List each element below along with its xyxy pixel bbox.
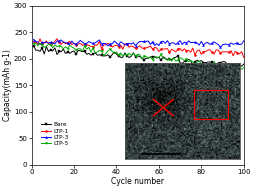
LTP-1 bbox=[227, 51, 230, 54]
LTP-1 bbox=[234, 50, 237, 53]
X-axis label: Cycle number: Cycle number bbox=[111, 177, 164, 186]
LTP-1 bbox=[242, 56, 245, 59]
Bare bbox=[242, 63, 245, 65]
Bare bbox=[81, 51, 84, 53]
Line: Bare: Bare bbox=[33, 45, 245, 67]
LTP-5 bbox=[32, 42, 35, 45]
LTP-3 bbox=[72, 43, 75, 45]
Line: LTP-3: LTP-3 bbox=[33, 39, 245, 48]
LTP-5 bbox=[142, 55, 146, 57]
LTP-1 bbox=[75, 44, 78, 46]
Bare bbox=[32, 45, 35, 47]
LTP-3 bbox=[219, 46, 222, 48]
LTP-1 bbox=[83, 43, 86, 46]
LTP-3 bbox=[242, 40, 245, 42]
Bare bbox=[232, 63, 235, 65]
LTP-5 bbox=[234, 65, 237, 67]
Line: LTP-5: LTP-5 bbox=[33, 42, 245, 70]
Bare bbox=[157, 56, 161, 58]
Bare bbox=[72, 50, 75, 52]
Bare bbox=[240, 65, 243, 67]
LTP-1 bbox=[142, 47, 146, 49]
LTP-5 bbox=[242, 66, 245, 69]
LTP-3 bbox=[32, 39, 35, 41]
LTP-5 bbox=[34, 42, 37, 44]
LTP-3 bbox=[140, 41, 144, 43]
Bare bbox=[140, 57, 144, 59]
LTP-1 bbox=[55, 38, 58, 40]
Y-axis label: Capacity(mAh g-1): Capacity(mAh g-1) bbox=[4, 50, 12, 121]
LTP-1 bbox=[32, 40, 35, 43]
LTP-1 bbox=[160, 48, 163, 50]
LTP-5 bbox=[75, 49, 78, 51]
LTP-3 bbox=[234, 43, 237, 45]
LTP-5 bbox=[240, 68, 243, 70]
LTP-5 bbox=[83, 45, 86, 47]
LTP-5 bbox=[160, 53, 163, 56]
LTP-3 bbox=[157, 44, 161, 47]
Bare bbox=[225, 63, 228, 65]
Legend: Bare, LTP-1, LTP-3, LTP-5: Bare, LTP-1, LTP-3, LTP-5 bbox=[41, 122, 68, 146]
Line: LTP-1: LTP-1 bbox=[33, 38, 245, 58]
LTP-3 bbox=[81, 41, 84, 43]
LTP-5 bbox=[227, 65, 230, 67]
LTP-3 bbox=[227, 44, 230, 46]
